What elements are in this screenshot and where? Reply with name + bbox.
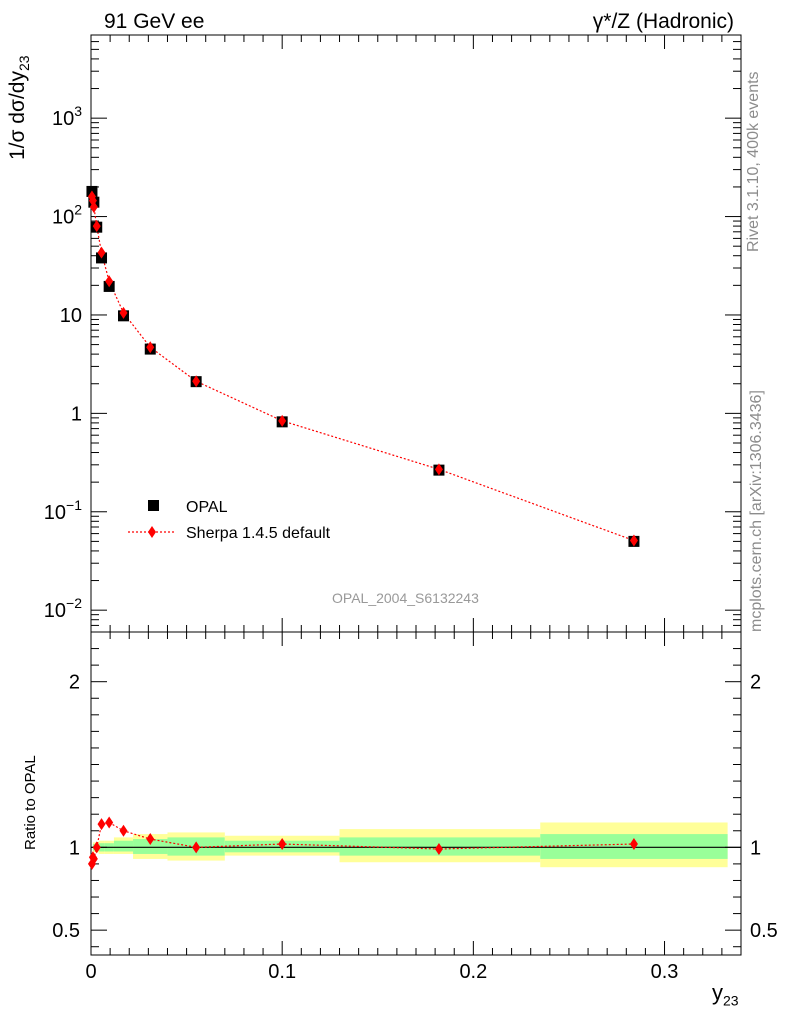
y-tick-label-main-4: 102 [52, 202, 82, 229]
band-green-5 [133, 839, 168, 854]
legend-label-opal: OPAL [186, 499, 228, 516]
y-tick-label-main-1: 10−1 [44, 497, 82, 524]
watermark: OPAL_2004_S6132243 [332, 590, 479, 606]
y-tick-label-main-exp-1: −1 [66, 497, 82, 513]
mc-point-6 [119, 306, 128, 319]
ratio-point-10 [434, 842, 443, 855]
ratio-point-6 [119, 824, 128, 837]
x-axis-label-text: y [712, 980, 723, 1005]
y-tick-label-ratio-left-1: 1 [69, 837, 80, 859]
mc-point-11 [629, 534, 638, 547]
x-tick-label-0: 0 [85, 961, 96, 983]
side-text-top: Rivet 3.1.10, 400k events [745, 71, 762, 252]
y-tick-label-main-5: 103 [52, 103, 82, 130]
y-tick-label-main-exp-4: 2 [74, 202, 82, 218]
mc-point-10 [434, 463, 443, 476]
y-tick-label-main-exp-5: 3 [74, 103, 82, 119]
mc-point-3 [92, 220, 101, 233]
y-tick-label-ratio-left-0: 0.5 [52, 920, 80, 942]
x-axis-label-sub: 23 [723, 992, 739, 1009]
y-tick-label-ratio-left-2: 2 [69, 672, 80, 694]
y-tick-label-ratio-right-0: 0.5 [750, 920, 778, 942]
title-right: γ*/Z (Hadronic) [592, 10, 734, 33]
title-left: 91 GeV ee [104, 10, 205, 33]
y-tick-label-main-mantissa-5: 10 [52, 108, 74, 130]
side-text-bottom: mcplots.cern.ch [arXiv:1306.3436] [748, 390, 765, 632]
y-axis-label-main-sub: 23 [16, 55, 33, 72]
mc-line-main [91, 196, 635, 542]
ratio-point-3 [92, 841, 101, 854]
mc-point-8 [192, 375, 201, 388]
mc-point-7 [146, 341, 155, 354]
mc-point-5 [105, 275, 114, 288]
x-tick-label-3: 0.3 [651, 961, 679, 983]
ratio-point-5 [105, 816, 114, 829]
y-axis-label-main-text: 1/σ dσ/dy [6, 71, 29, 160]
y-tick-label-main-3: 10 [60, 305, 82, 327]
x-axis-label: y23 [712, 980, 739, 1008]
ratio-point-4 [97, 818, 106, 831]
mc-point-9 [278, 414, 287, 427]
legend-marker-mc [148, 526, 156, 538]
ratio-point-7 [146, 833, 155, 846]
ratio-point-9 [278, 838, 287, 851]
y-tick-label-main-2: 1 [71, 403, 82, 425]
legend-label-mc: Sherpa 1.4.5 default [186, 525, 331, 542]
y-tick-label-main-mantissa-4: 10 [52, 207, 74, 229]
y-tick-label-main-0: 10−2 [44, 595, 82, 622]
y-axis-label-main: 1/σ dσ/dy23 [6, 55, 32, 160]
mc-point-2 [89, 201, 98, 214]
x-tick-label-1: 0.1 [268, 961, 296, 983]
y-tick-label-main-mantissa-1: 10 [44, 502, 66, 524]
ratio-point-11 [629, 838, 638, 851]
main-panel-frame [90, 34, 742, 633]
band-green-4 [113, 840, 134, 852]
x-tick-label-2: 0.2 [459, 961, 487, 983]
y-tick-label-main-mantissa-0: 10 [44, 600, 66, 622]
legend-marker-opal [148, 500, 159, 511]
y-tick-label-ratio-right-1: 1 [750, 837, 761, 859]
y-tick-label-ratio-right-2: 2 [750, 672, 761, 694]
y-tick-label-main-exp-0: −2 [66, 595, 82, 611]
ratio-point-2 [89, 852, 98, 865]
ratio-panel-frame [90, 631, 742, 956]
y-tick-label-main-mantissa-3: 10 [60, 305, 82, 327]
ratio-point-8 [192, 841, 201, 854]
y-tick-label-main-mantissa-2: 1 [71, 403, 82, 425]
mc-point-4 [97, 246, 106, 259]
y-axis-label-ratio: Ratio to OPAL [22, 755, 39, 850]
